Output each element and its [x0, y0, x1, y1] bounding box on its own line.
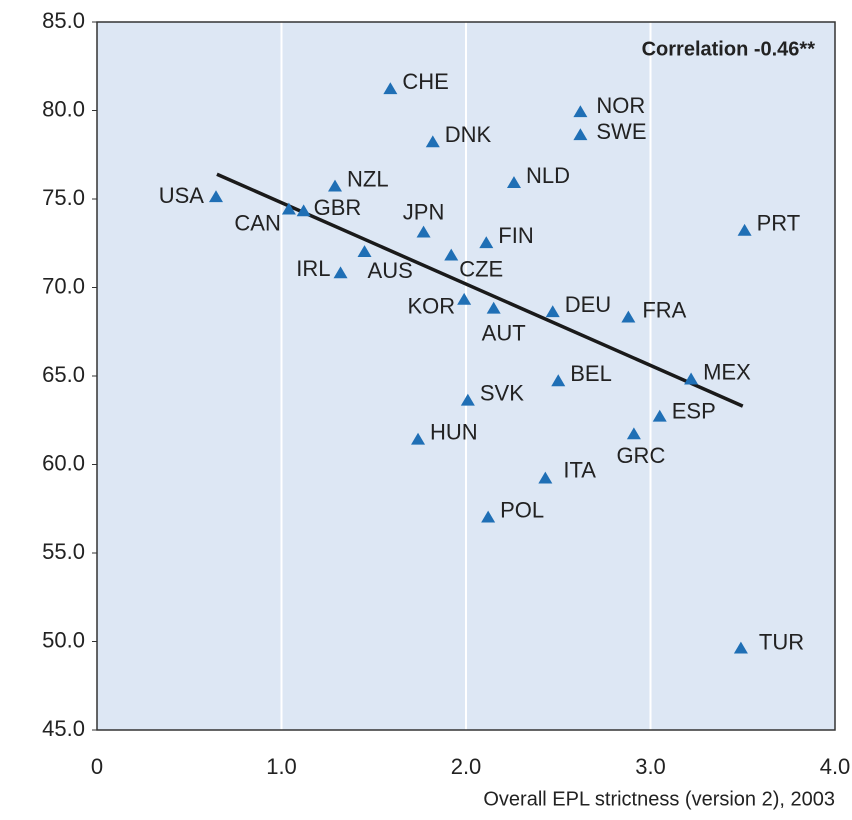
x-axis-label: Overall EPL strictness (version 2), 2003 — [483, 788, 835, 810]
point — [416, 225, 431, 238]
point-label: PRT — [757, 211, 801, 236]
point — [383, 82, 398, 95]
y-tick-label: 65.0 — [42, 362, 85, 387]
point — [626, 427, 641, 440]
point — [281, 202, 296, 215]
point — [621, 310, 636, 323]
x-tick-label: 2.0 — [451, 754, 482, 779]
point-label: AUT — [482, 321, 526, 346]
point-label: TUR — [759, 629, 804, 654]
point-label: NZL — [347, 166, 389, 191]
x-tick-label: 4.0 — [820, 754, 851, 779]
point-label: DNK — [445, 122, 492, 147]
point-label: MEX — [703, 359, 751, 384]
annotation: Correlation -0.46** — [642, 38, 816, 60]
point-label: IRL — [296, 256, 330, 281]
point — [357, 245, 372, 257]
x-tick-label: 0 — [91, 754, 103, 779]
point — [460, 393, 475, 406]
point — [481, 510, 496, 523]
point — [573, 128, 588, 141]
point-label: USA — [159, 183, 205, 208]
point — [506, 176, 521, 188]
point-label: ESP — [672, 399, 716, 424]
point-label: POL — [500, 497, 544, 522]
point — [296, 204, 311, 217]
point-label: SWE — [596, 119, 646, 144]
point-label: AUS — [368, 258, 413, 283]
point-label: ITA — [563, 457, 596, 482]
point-label: GBR — [314, 195, 362, 220]
point-label: GRC — [616, 443, 665, 468]
point — [551, 374, 566, 387]
point — [652, 409, 667, 422]
y-tick-label: 55.0 — [42, 539, 85, 564]
point — [486, 301, 501, 314]
point — [479, 236, 494, 249]
point-label: BEL — [570, 361, 612, 386]
point — [737, 223, 752, 236]
point-label: HUN — [430, 420, 478, 445]
point-label: KOR — [407, 294, 455, 319]
point-label: DEU — [565, 292, 611, 317]
y-tick-label: 50.0 — [42, 627, 85, 652]
point — [457, 292, 472, 305]
point-label: FIN — [498, 223, 533, 248]
y-tick-label: 80.0 — [42, 96, 85, 121]
point — [328, 179, 343, 192]
point-label: JPN — [403, 199, 445, 224]
y-tick-label: 75.0 — [42, 185, 85, 210]
plot-frame — [96, 21, 836, 731]
point — [545, 305, 560, 318]
y-tick-label: 45.0 — [42, 716, 85, 741]
y-tick-label: 70.0 — [42, 273, 85, 298]
y-tick-label: 60.0 — [42, 450, 85, 475]
point — [411, 432, 426, 445]
grid — [92, 21, 652, 731]
x-tick-label: 3.0 — [635, 754, 666, 779]
point-label: CAN — [234, 210, 280, 235]
x-tick-label: 1.0 — [266, 754, 297, 779]
point-label: SVK — [480, 381, 524, 406]
y-tick-label: 85.0 — [42, 8, 85, 33]
point — [684, 372, 699, 385]
point-label: FRA — [642, 297, 686, 322]
point-label: CZE — [459, 256, 503, 281]
point — [425, 135, 440, 148]
point — [444, 248, 459, 261]
point-label: NOR — [596, 93, 645, 118]
point — [733, 641, 748, 654]
point — [573, 105, 588, 118]
point-label: NLD — [526, 163, 570, 188]
point — [209, 190, 224, 203]
point — [333, 266, 348, 279]
point-label: CHE — [402, 69, 448, 94]
point — [538, 471, 553, 484]
